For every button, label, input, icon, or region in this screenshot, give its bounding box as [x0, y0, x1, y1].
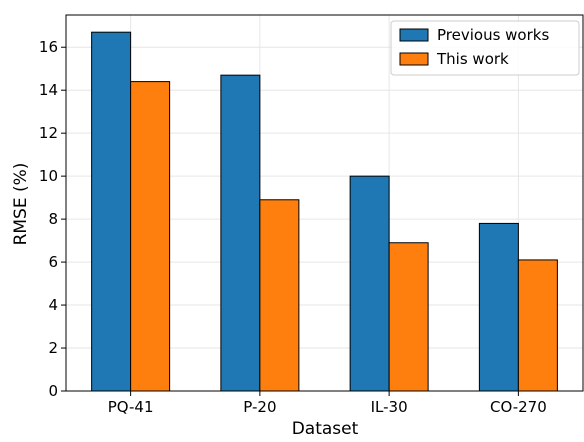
bar-this-work-p-20	[259, 199, 300, 392]
tick-labels: 0 2 4 6 8 10 12 14 16 PQ-41 P-20 IL-30 CO-270	[39, 38, 547, 416]
legend-swatch	[399, 28, 429, 42]
legend-label: This work	[436, 50, 509, 68]
bar-previous-works-il-30	[349, 175, 390, 392]
y-axis-title: RMSE (%)	[11, 163, 31, 246]
x-tick-label: IL-30	[371, 398, 408, 416]
bar-this-work-pq-41	[130, 81, 171, 392]
y-tick-label: 6	[48, 253, 58, 271]
x-tick-label: PQ-41	[108, 398, 154, 416]
x-tick-label: P-20	[243, 398, 276, 416]
bar-previous-works-p-20	[220, 74, 261, 392]
y-tick-label: 4	[48, 296, 58, 314]
y-tick-label: 10	[39, 167, 58, 185]
x-tick-label: CO-270	[490, 398, 547, 416]
legend-swatch	[399, 52, 429, 66]
legend: Previous works This work	[390, 20, 580, 76]
y-tick-label: 2	[48, 339, 58, 357]
y-tick-label: 0	[48, 382, 58, 400]
y-tick-label: 14	[39, 81, 58, 99]
bar-previous-works-pq-41	[91, 31, 132, 392]
y-tick-label: 12	[39, 124, 58, 142]
x-axis-title: Dataset	[292, 419, 359, 438]
y-tick-label: 16	[39, 38, 58, 56]
bar-this-work-il-30	[388, 242, 429, 392]
legend-label: Previous works	[437, 26, 549, 44]
bars	[91, 31, 558, 392]
bar-this-work-co-270	[517, 259, 558, 392]
axes	[61, 14, 584, 396]
y-tick-label: 8	[48, 210, 58, 228]
bar-previous-works-co-270	[478, 222, 519, 392]
legend-box	[390, 20, 580, 76]
plot-frame	[65, 14, 584, 392]
